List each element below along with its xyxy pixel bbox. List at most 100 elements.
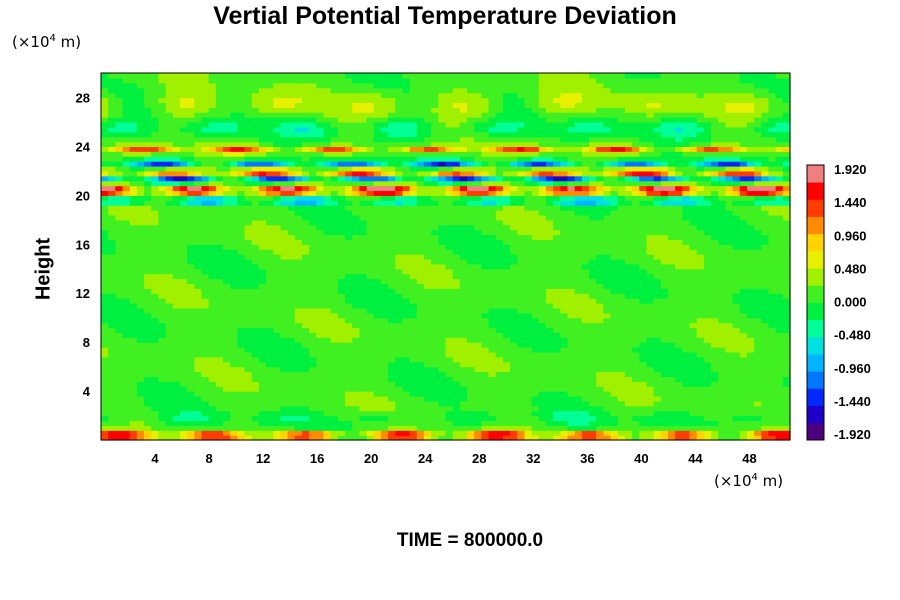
heatmap-cell bbox=[201, 351, 210, 358]
heatmap-cell bbox=[230, 283, 238, 289]
heatmap-cell bbox=[395, 405, 404, 412]
heatmap-cell bbox=[653, 312, 662, 319]
heatmap-cell bbox=[481, 386, 490, 392]
heatmap-cell bbox=[524, 435, 533, 441]
heatmap-cell bbox=[287, 195, 296, 201]
heatmap-cell bbox=[459, 356, 468, 363]
heatmap-cell bbox=[101, 244, 109, 250]
heatmap-cell bbox=[122, 298, 131, 304]
heatmap-cell bbox=[531, 263, 540, 270]
heatmap-cell bbox=[223, 386, 231, 392]
heatmap-cell bbox=[481, 312, 490, 319]
heatmap-cell bbox=[675, 332, 683, 338]
heatmap-cell bbox=[172, 234, 181, 240]
heatmap-cell bbox=[782, 195, 791, 201]
heatmap-cell bbox=[330, 268, 339, 275]
heatmap-cell bbox=[510, 410, 518, 417]
heatmap-cell bbox=[682, 342, 691, 348]
heatmap-cell bbox=[438, 258, 447, 265]
heatmap-cell bbox=[380, 356, 389, 363]
heatmap-cell bbox=[452, 205, 461, 211]
heatmap-cell bbox=[617, 205, 626, 211]
heatmap-cell bbox=[316, 219, 325, 226]
heatmap-cell bbox=[402, 415, 411, 422]
heatmap-cell bbox=[194, 190, 203, 196]
heatmap-cell bbox=[352, 273, 360, 280]
heatmap-cell bbox=[581, 337, 590, 343]
heatmap-cell bbox=[151, 361, 160, 368]
heatmap-cell bbox=[409, 307, 418, 314]
heatmap-cell bbox=[194, 327, 203, 333]
heatmap-cell bbox=[165, 278, 174, 285]
heatmap-cell bbox=[754, 337, 762, 343]
heatmap-cell bbox=[208, 400, 217, 407]
heatmap-cell bbox=[101, 234, 109, 240]
heatmap-cell bbox=[660, 283, 669, 289]
heatmap-cell bbox=[596, 234, 604, 240]
heatmap-cell bbox=[158, 219, 167, 226]
heatmap-cell bbox=[402, 400, 411, 407]
heatmap-cell bbox=[632, 317, 640, 324]
heatmap-cell bbox=[459, 400, 468, 407]
heatmap-cell bbox=[366, 312, 375, 319]
heatmap-cell bbox=[524, 420, 533, 426]
heatmap-cell bbox=[129, 327, 138, 333]
heatmap-cell bbox=[388, 415, 396, 422]
heatmap-cell bbox=[675, 342, 683, 348]
heatmap-cell bbox=[495, 210, 504, 216]
heatmap-cell bbox=[423, 249, 432, 255]
heatmap-cell bbox=[251, 317, 260, 324]
heatmap-cell bbox=[316, 298, 325, 304]
heatmap-cell bbox=[258, 254, 267, 260]
heatmap-cell bbox=[323, 283, 332, 289]
heatmap-cell bbox=[610, 395, 619, 402]
heatmap-cell bbox=[732, 302, 741, 309]
heatmap-cell bbox=[309, 302, 317, 309]
heatmap-cell bbox=[538, 273, 547, 280]
heatmap-cell bbox=[194, 395, 203, 402]
heatmap-cell bbox=[782, 200, 791, 206]
heatmap-cell bbox=[589, 351, 597, 358]
heatmap-cell bbox=[553, 273, 561, 280]
heatmap-cell bbox=[639, 214, 648, 221]
heatmap-cell bbox=[194, 400, 203, 407]
heatmap-cell bbox=[165, 249, 174, 255]
heatmap-cell bbox=[409, 224, 418, 231]
heatmap-cell bbox=[251, 356, 260, 363]
heatmap-cell bbox=[187, 371, 195, 377]
heatmap-cell bbox=[431, 214, 439, 221]
heatmap-cell bbox=[689, 190, 698, 196]
heatmap-cell bbox=[388, 366, 396, 373]
heatmap-cell bbox=[136, 337, 145, 343]
heatmap-cell bbox=[689, 371, 698, 377]
heatmap-cell bbox=[352, 410, 360, 417]
heatmap-cell bbox=[194, 435, 203, 441]
heatmap-cell bbox=[703, 214, 712, 221]
heatmap-cell bbox=[510, 371, 518, 377]
heatmap-cell bbox=[502, 342, 511, 348]
heatmap-cell bbox=[345, 347, 353, 353]
heatmap-cell bbox=[165, 288, 174, 294]
heatmap-cell bbox=[438, 420, 447, 426]
heatmap-cell bbox=[359, 381, 368, 387]
heatmap-cell bbox=[144, 239, 152, 245]
heatmap-cell bbox=[660, 258, 669, 265]
heatmap-cell bbox=[330, 254, 339, 260]
heatmap-cell bbox=[395, 342, 404, 348]
heatmap-cell bbox=[682, 273, 691, 280]
heatmap-cell bbox=[632, 205, 640, 211]
heatmap-cell bbox=[581, 268, 590, 275]
heatmap-cell bbox=[423, 430, 432, 436]
heatmap-cell bbox=[108, 410, 116, 417]
heatmap-cell bbox=[395, 361, 404, 368]
heatmap-cell bbox=[624, 400, 633, 407]
heatmap-cell bbox=[244, 195, 253, 201]
heatmap-cell bbox=[632, 361, 640, 368]
heatmap-cell bbox=[230, 190, 238, 196]
heatmap-cell bbox=[739, 376, 748, 382]
heatmap-cell bbox=[459, 371, 468, 377]
heatmap-cell bbox=[423, 435, 432, 441]
heatmap-cell bbox=[495, 258, 504, 265]
heatmap-cell bbox=[718, 224, 727, 231]
heatmap-cell bbox=[287, 395, 296, 402]
